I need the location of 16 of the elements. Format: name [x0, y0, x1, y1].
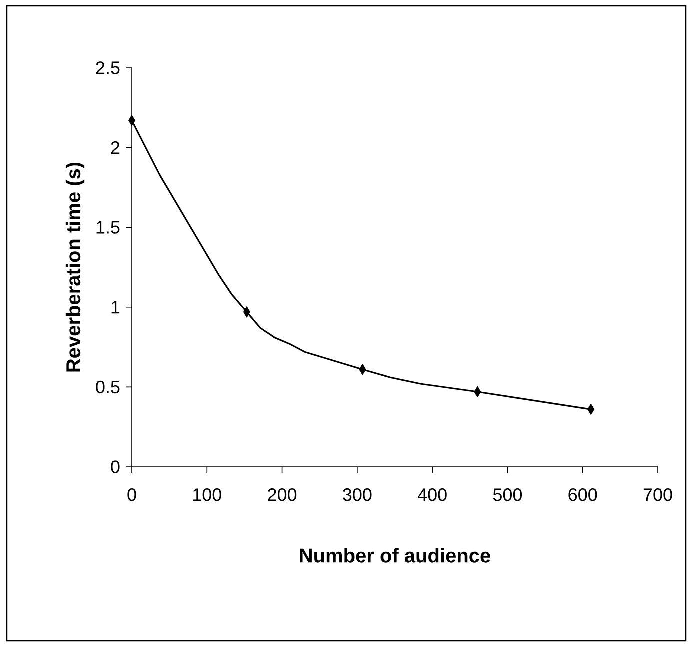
x-tick-label: 0: [128, 488, 136, 502]
x-axis-title: Number of audience: [300, 548, 490, 563]
x-tick-label: 100: [193, 488, 222, 502]
x-tick-label: 300: [343, 488, 372, 502]
x-tick-label: 600: [568, 488, 598, 502]
y-axis-title: Reverberation time (s): [66, 162, 85, 372]
x-tick-label: 400: [418, 488, 447, 502]
x-tick-label: 500: [493, 488, 522, 502]
y-tick-label: 0: [111, 460, 120, 474]
y-tick-label: 2.5: [96, 62, 120, 74]
y-tick-label: 1.5: [96, 221, 120, 234]
x-tick-label: 700: [644, 488, 672, 502]
y-tick-label: 1: [112, 301, 120, 314]
y-tick-label: 2: [111, 142, 120, 154]
x-tick-label: 200: [268, 488, 297, 502]
y-tick-label: 0.5: [96, 380, 120, 394]
